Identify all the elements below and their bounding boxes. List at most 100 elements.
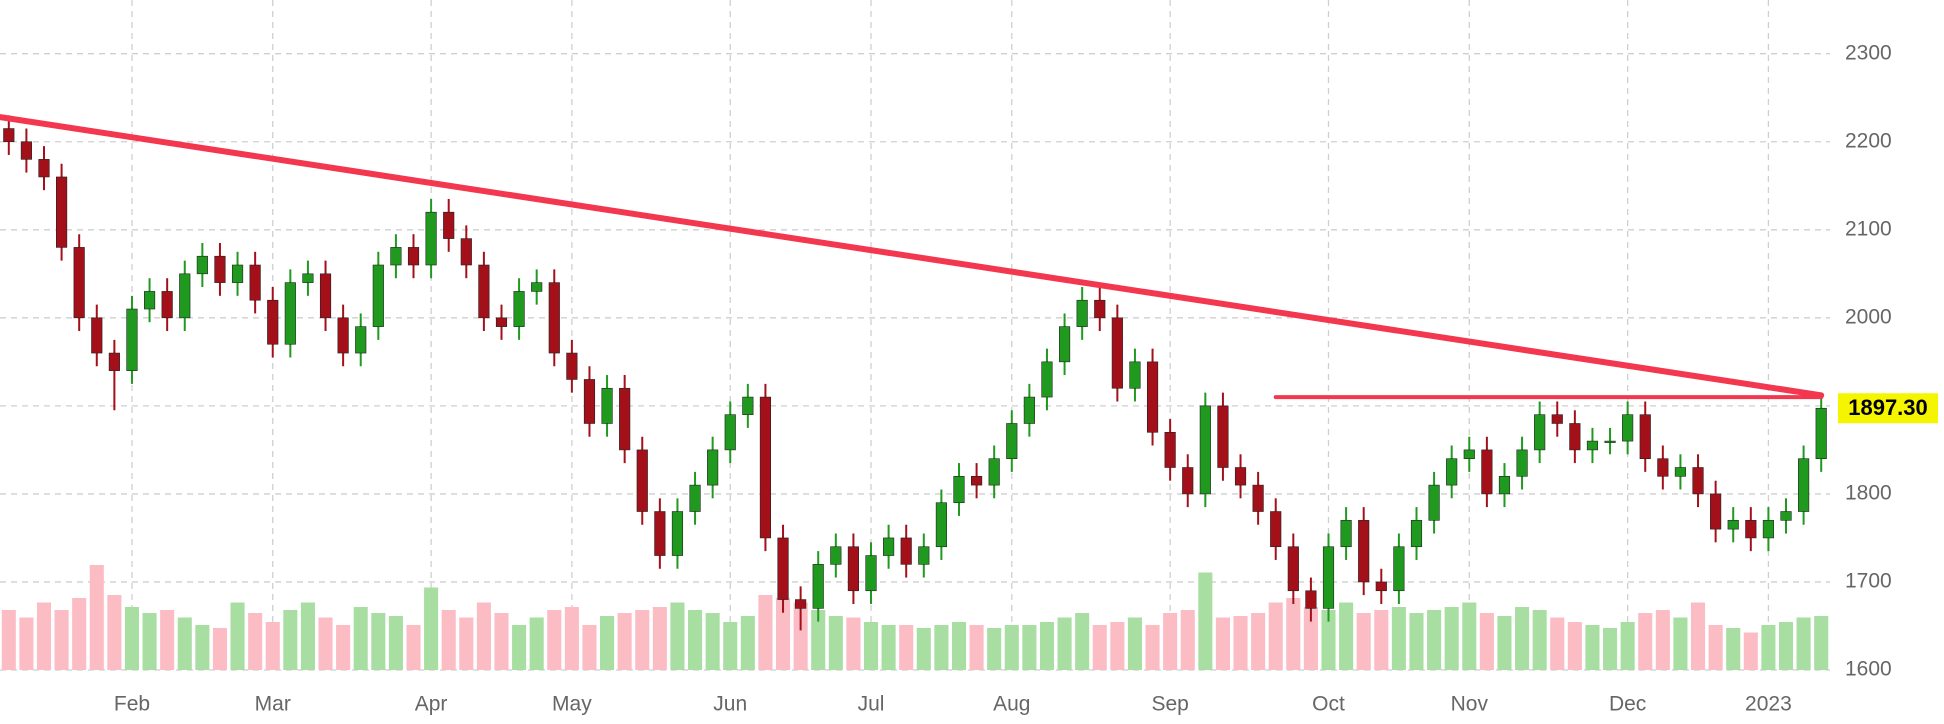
candle-body (1182, 467, 1194, 495)
candle-body (1340, 520, 1352, 548)
candle-body (1463, 449, 1475, 459)
volume-bar (547, 610, 562, 670)
volume-bar (987, 628, 1002, 670)
candle-body (1481, 449, 1493, 495)
x-tick-label: Sep (1151, 693, 1188, 716)
candle-body (214, 255, 226, 283)
candle-body (20, 141, 32, 160)
candle-body (1146, 361, 1159, 433)
candle-body (1815, 407, 1827, 459)
candle-body (1428, 484, 1440, 521)
candle-body (73, 247, 85, 319)
volume-bar (441, 610, 456, 670)
candle-body (337, 317, 349, 354)
volume-bar (846, 617, 861, 670)
candle-body (1657, 458, 1669, 477)
candle-body (407, 247, 420, 266)
candle-body (1780, 511, 1792, 521)
volume-bar (1761, 625, 1776, 670)
volume-bar (1638, 613, 1653, 670)
volume-bar (564, 607, 579, 670)
candle-body (988, 458, 1000, 486)
volume-bar (529, 617, 544, 670)
x-tick-label: Mar (255, 693, 291, 716)
candle-body (1058, 326, 1071, 363)
y-tick-label: 1600 (1845, 658, 1892, 681)
candle-body (1199, 405, 1211, 495)
y-tick-label: 2000 (1845, 305, 1892, 328)
candle-body (671, 511, 684, 556)
volume-bar (248, 613, 263, 670)
candle-body (1358, 520, 1370, 583)
candle-body (1569, 423, 1581, 451)
candle-body (795, 599, 807, 609)
last-price-label: 1897.30 (1848, 395, 1928, 420)
candle-body (91, 317, 103, 354)
last-price-box (1838, 393, 1938, 424)
x-tick-label: Dec (1609, 693, 1646, 716)
y-tick-label: 1700 (1845, 570, 1892, 593)
volume-bar (688, 610, 703, 670)
volume-bar (1251, 613, 1266, 670)
volume-bar (793, 602, 808, 670)
volume-bar (652, 607, 667, 670)
volume-bar (969, 625, 984, 670)
volume-bar (1039, 622, 1055, 670)
candle-body (478, 264, 490, 319)
x-tick-label: May (552, 693, 592, 716)
candle-body (707, 449, 719, 486)
volume-bar (951, 622, 967, 670)
candle-body (654, 511, 666, 556)
x-tick-label: Oct (1312, 693, 1345, 716)
volume-bar (1550, 617, 1565, 670)
candle-body (302, 273, 314, 283)
volume-bar (1, 610, 16, 670)
candle-body (1534, 414, 1546, 451)
trend-line (0, 114, 1825, 399)
volume-bar (1286, 598, 1301, 670)
candle-body (883, 537, 895, 556)
x-tick-label: Nov (1451, 693, 1489, 716)
candle-body (1622, 414, 1634, 442)
candle-body (513, 291, 525, 327)
volume-bar (1567, 622, 1582, 670)
volume-bar (1708, 625, 1723, 670)
volume-bar (1726, 628, 1741, 670)
candle-body (935, 502, 947, 548)
candle-body (1692, 467, 1704, 495)
volume-bar (1215, 617, 1230, 670)
candle-body (161, 291, 173, 319)
volume-bar (212, 628, 227, 670)
volume-bar (1004, 625, 1019, 670)
volume-bar (494, 613, 509, 670)
x-tick-label: Aug (993, 693, 1030, 716)
candle-body (1446, 458, 1458, 486)
candle-body (284, 282, 296, 345)
volume-bar (740, 616, 755, 670)
volume-bar (1479, 613, 1494, 670)
candle-body (249, 264, 261, 301)
volume-bar (54, 610, 69, 670)
candle-body (1164, 431, 1176, 468)
candle-body (847, 546, 859, 592)
volume-bar (512, 625, 527, 670)
volume-bar (406, 625, 421, 670)
volume-bar (1778, 622, 1794, 670)
volume-bar (89, 565, 104, 670)
volume-bar (899, 625, 914, 670)
volume-bar (1690, 602, 1706, 670)
volume-bar (1145, 625, 1160, 670)
x-tick-label: Feb (114, 693, 150, 716)
volume-bar (1462, 602, 1477, 670)
candle-body (1639, 414, 1651, 459)
candle-body (143, 291, 156, 310)
volume-bar (600, 616, 615, 670)
y-tick-label: 2300 (1845, 41, 1892, 64)
volume-bar (1374, 610, 1389, 670)
candle-body (918, 546, 930, 565)
candle-body (372, 264, 384, 327)
volume-bar (1163, 613, 1178, 670)
volume-bar (775, 598, 791, 670)
volume-bar (195, 625, 210, 670)
